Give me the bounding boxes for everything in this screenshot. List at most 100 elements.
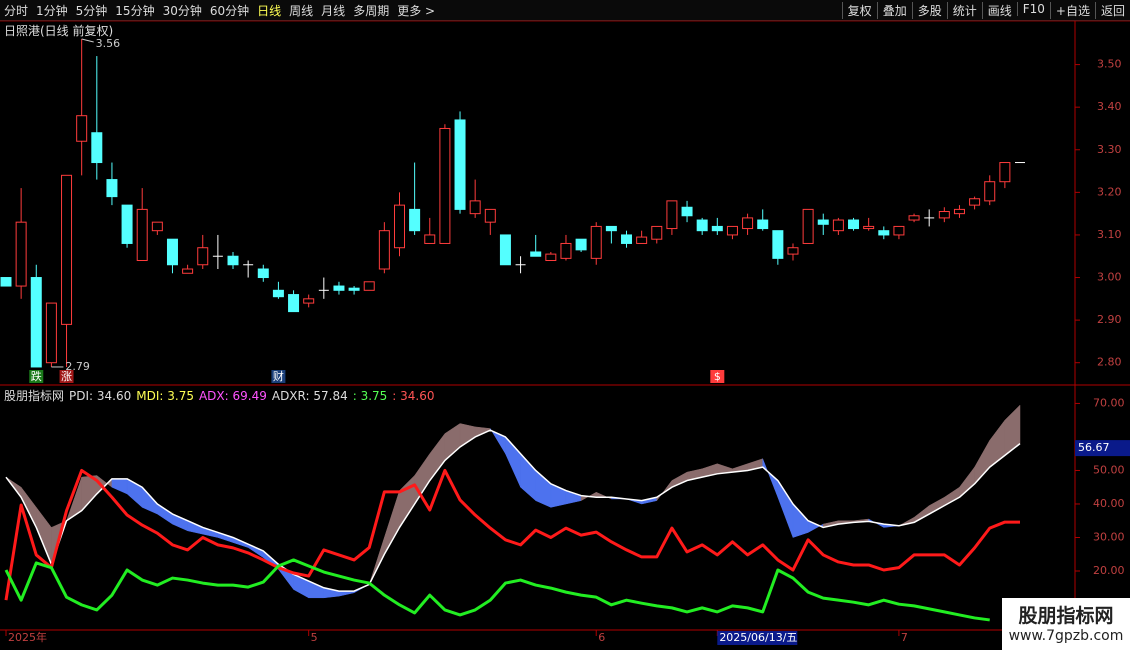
candle-body	[908, 215, 920, 221]
adx-fill	[444, 423, 461, 461]
toolbar-tab[interactable]: 1分钟	[36, 4, 68, 18]
watermark-url: www.7gpzb.com	[1008, 628, 1124, 644]
toolbar-button[interactable]: F10	[1016, 2, 1050, 16]
toolbar-tab[interactable]: 日线	[257, 4, 282, 18]
legend-item: MDI: 3.75	[136, 389, 194, 403]
adx-fill	[384, 490, 400, 556]
candle-body	[742, 217, 754, 230]
candle-body	[499, 234, 511, 266]
candle-body	[651, 225, 663, 240]
candle-body	[348, 287, 360, 291]
toolbar-button[interactable]: 返回	[1094, 2, 1130, 19]
candle-body	[424, 234, 436, 244]
toolbar-tab[interactable]: 周线	[289, 4, 314, 18]
toolbar-tab[interactable]: 30分钟	[162, 4, 202, 18]
toolbar-tab[interactable]: 更多 >	[397, 4, 436, 18]
candle-body	[469, 200, 481, 215]
x-tick-label: 2025年	[8, 630, 47, 644]
candle-body	[757, 219, 769, 230]
current-value-label: 56.67	[1078, 441, 1110, 454]
candle-body	[151, 221, 163, 232]
candle-body	[681, 206, 693, 217]
toolbar-tab[interactable]: 15分钟	[115, 4, 155, 18]
adx-fill	[520, 453, 536, 502]
adx-fill	[187, 520, 203, 535]
adx-fill	[913, 505, 930, 523]
toolbar-tab[interactable]: 分时	[4, 4, 29, 18]
event-marker: 涨	[61, 370, 72, 383]
candle-body	[893, 225, 905, 236]
candle-body	[772, 230, 784, 259]
adx-fill	[66, 477, 82, 522]
y-tick-label: 3.20	[1097, 185, 1122, 198]
x-tick-label: 6	[598, 631, 605, 644]
candle-body	[953, 208, 965, 215]
adx-fill	[157, 503, 173, 525]
adx-fill	[172, 513, 188, 532]
candle-body	[711, 225, 723, 232]
candle-body	[969, 198, 981, 206]
x-tick-label: 2025/06/13/五	[719, 631, 797, 644]
toolbar-tab[interactable]: 多周期	[353, 4, 390, 18]
candle-body	[817, 219, 829, 225]
legend-item: : 34.60	[392, 389, 435, 403]
candle-body	[91, 132, 103, 164]
adx-fill	[535, 469, 552, 508]
indicator-legend: 股朋指标网 PDI: 34.60 MDI: 3.75 ADX: 69.49 ADXR: …	[4, 387, 440, 404]
candle-body	[378, 230, 390, 270]
candle-body	[15, 221, 27, 287]
toolbar-tab[interactable]: 月线	[321, 4, 346, 18]
candle-body	[999, 162, 1011, 183]
toolbar-button[interactable]: 统计	[946, 2, 982, 19]
adx-fill	[792, 503, 809, 538]
y-tick-label: 40.00	[1093, 497, 1125, 510]
watermark: 股朋指标网 www.7gpzb.com	[1002, 598, 1130, 650]
candle-body	[590, 225, 602, 259]
adx-fill	[928, 496, 945, 515]
candle-body	[121, 204, 133, 244]
toolbar-button[interactable]: 复权	[841, 2, 877, 19]
event-marker-bg	[29, 370, 44, 383]
candle-body	[197, 247, 209, 266]
event-marker: 跌	[31, 369, 42, 383]
event-marker: 财	[273, 369, 284, 383]
candle-body	[257, 268, 269, 279]
candle-body	[848, 219, 860, 230]
series-line	[4, 468, 1020, 601]
toolbar-button[interactable]: +自选	[1049, 2, 1095, 19]
y-tick-label: 3.00	[1097, 271, 1122, 284]
toolbar-tab[interactable]: 5分钟	[75, 4, 108, 18]
adx-fill	[974, 439, 990, 485]
y-tick-label: 3.50	[1097, 58, 1122, 71]
candle-body	[575, 238, 587, 251]
adx-fill	[1004, 404, 1021, 456]
candle-body	[530, 251, 542, 257]
y-tick-label: 3.10	[1097, 228, 1122, 241]
legend-item: 股朋指标网	[4, 389, 65, 403]
legend-item: ADXR: 57.84	[271, 389, 348, 403]
adx-fill	[656, 479, 673, 502]
candle-body	[621, 234, 633, 244]
series-line	[5, 429, 1021, 592]
toolbar-button[interactable]: 画线	[981, 2, 1017, 19]
x-tick-label: 7	[901, 631, 908, 644]
candle-body	[832, 219, 844, 232]
legend-item: PDI: 34.60	[69, 389, 132, 403]
y-tick-label: 20.00	[1093, 564, 1125, 577]
candle-body	[182, 268, 194, 274]
toolbar-button[interactable]: 多股	[911, 2, 947, 19]
candle-body	[303, 298, 315, 304]
candle-body	[636, 236, 648, 244]
candle-body	[605, 225, 617, 232]
toolbar-tab[interactable]: 60分钟	[209, 4, 250, 18]
toolbar-button[interactable]: 叠加	[876, 2, 912, 19]
annotation-label: 3.56	[96, 37, 121, 50]
candle-body	[76, 115, 88, 142]
toolbar: 分时 1分钟 5分钟 15分钟 30分钟 60分钟 日线 周线 月线 多周期 更多 > 返回 +自选 F1…	[0, 0, 1130, 21]
x-tick-label: 5	[311, 631, 318, 644]
event-marker-bg	[710, 370, 725, 383]
y-tick-label: 50.00	[1093, 463, 1125, 476]
watermark-title: 股朋指标网	[1018, 605, 1114, 627]
y-tick-label: 70.00	[1093, 396, 1125, 409]
